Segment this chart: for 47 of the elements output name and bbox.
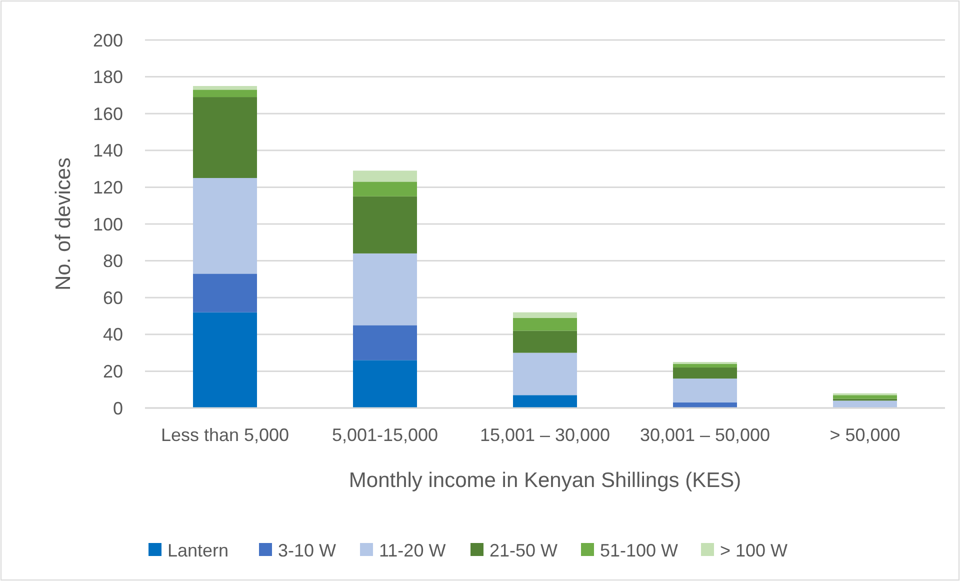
x-tick-label: 30,001 – 50,000 (640, 425, 770, 445)
bar (673, 378, 737, 402)
bar (513, 312, 577, 318)
legend-label: 51-100 W (600, 540, 678, 560)
bar (193, 178, 257, 274)
bar (353, 170, 417, 182)
legend-label: Lantern (168, 540, 229, 560)
y-axis-title: No. of devices (52, 157, 75, 291)
y-tick-label: 140 (92, 140, 123, 161)
bar (513, 352, 577, 396)
bar (513, 318, 577, 331)
y-tick-label: 160 (92, 104, 123, 124)
y-tick-label: 40 (102, 324, 123, 345)
y-tick-label: 200 (92, 30, 123, 50)
bar (833, 395, 897, 399)
y-tick-label: 100 (92, 214, 123, 234)
bar (353, 360, 417, 408)
legend-label: 11-20 W (379, 540, 446, 560)
bar (193, 274, 257, 312)
bar (673, 402, 737, 408)
x-tick-label: 5,001-15,000 (332, 425, 438, 445)
bar (193, 97, 257, 178)
x-axis-title: Monthly income in Kenyan Shillings (KES) (348, 469, 742, 492)
y-tick-label: 60 (102, 288, 123, 308)
bar (193, 86, 257, 90)
bar (353, 253, 417, 326)
bar (193, 90, 257, 98)
y-tick-label: 120 (92, 178, 123, 198)
legend-label: 3-10 W (278, 540, 336, 560)
x-tick-label: Less than 5,000 (160, 425, 290, 445)
bar (353, 325, 417, 360)
bar (673, 364, 737, 368)
bar (193, 312, 257, 408)
x-tick-label: 15,001 – 30,000 (480, 425, 610, 445)
bar (673, 368, 737, 379)
bar (353, 196, 417, 254)
y-tick-label: 20 (102, 362, 123, 382)
bar (833, 400, 897, 408)
y-tick-label: 0 (112, 398, 123, 418)
y-tick-label: 80 (102, 251, 123, 272)
legend-label: 21-50 W (490, 540, 558, 560)
bar (353, 182, 417, 196)
y-tick-label: 180 (92, 67, 123, 88)
bar (513, 330, 577, 353)
x-tick-label: > 50,000 (830, 425, 900, 445)
bar (513, 395, 577, 408)
legend-label: > 100 W (720, 540, 788, 560)
